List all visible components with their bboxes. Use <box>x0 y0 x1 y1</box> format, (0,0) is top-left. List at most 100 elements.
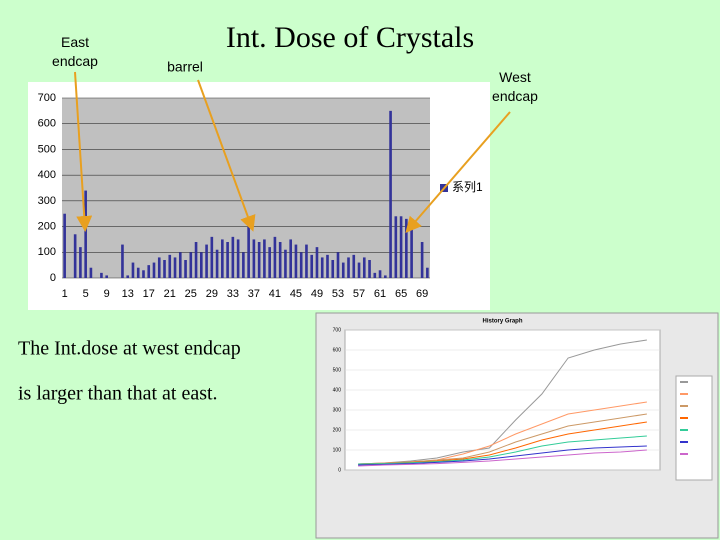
bar <box>326 254 329 278</box>
x-tick-label: 1 <box>62 288 68 300</box>
slide-title: Int. Dose of Crystals <box>226 21 474 54</box>
bar <box>168 254 172 278</box>
x-tick-label: 21 <box>164 288 176 300</box>
bar <box>405 218 408 278</box>
arrow <box>197 79 256 232</box>
charts: 0 100 200 300 400 500 600 700 1 5 9 13 17 21 25 29 33 37 4… <box>38 92 688 473</box>
bar <box>79 247 82 278</box>
x-tick-label: 65 <box>395 288 407 300</box>
bar <box>100 272 103 278</box>
y-tick-label: 700 <box>38 92 56 104</box>
bar <box>157 257 161 278</box>
x-tick-label: 37 <box>248 288 260 300</box>
bar <box>105 275 108 278</box>
bar <box>184 260 187 278</box>
x-tick-label: 13 <box>122 288 134 300</box>
x-tick-label: 57 <box>353 288 365 300</box>
chart-title: History Graph <box>482 319 522 325</box>
x-tick-label: 41 <box>269 288 281 300</box>
y-tick-label: 300 <box>333 407 342 413</box>
bar <box>231 236 235 278</box>
bar <box>389 110 392 278</box>
bar <box>341 262 345 278</box>
bar <box>247 226 250 278</box>
bar <box>368 260 371 278</box>
x-tick-label: 61 <box>374 288 386 300</box>
y-tick-label: 100 <box>333 447 342 453</box>
bar <box>126 275 130 278</box>
bar <box>315 247 319 278</box>
y-tick-label: 700 <box>333 327 342 333</box>
bar <box>410 224 413 278</box>
x-tick-label: 9 <box>104 288 110 300</box>
bar <box>242 252 245 278</box>
y-tick-label: 600 <box>333 347 342 353</box>
bar <box>347 257 350 278</box>
body-text: is larger than that at east. <box>18 383 218 405</box>
bar <box>305 244 308 278</box>
x-tick-label: 29 <box>206 288 218 300</box>
line <box>358 339 647 465</box>
arrow <box>405 111 511 234</box>
bar <box>147 265 151 278</box>
bar <box>142 270 145 278</box>
bar <box>352 254 356 278</box>
arrow <box>74 71 93 232</box>
body-text: The Int.dose at west endcap <box>18 338 241 360</box>
bar <box>215 249 219 278</box>
x-tick-label: 5 <box>83 288 89 300</box>
bar <box>373 272 377 278</box>
bar <box>289 239 292 278</box>
y-tick-label: 100 <box>38 246 56 258</box>
bar <box>426 267 429 278</box>
bar <box>336 252 340 278</box>
bar <box>221 239 224 278</box>
bar <box>320 257 324 278</box>
bar <box>210 236 214 278</box>
bar <box>84 190 87 278</box>
y-tick-label: 400 <box>333 387 342 393</box>
x-tick-label: 45 <box>290 288 302 300</box>
line <box>358 435 647 465</box>
x-tick-label: 17 <box>143 288 155 300</box>
bar <box>163 260 166 278</box>
bar <box>399 216 403 278</box>
bar <box>362 257 366 278</box>
bar <box>299 252 303 278</box>
x-tick-label: 49 <box>311 288 323 300</box>
y-tick-label: 500 <box>38 143 56 155</box>
bar <box>236 239 240 278</box>
legend-box <box>675 375 713 481</box>
bar <box>73 234 77 278</box>
bar <box>273 236 277 278</box>
annotation-box: West endcap <box>492 69 538 104</box>
bar <box>252 239 256 278</box>
bar <box>152 262 156 278</box>
bar <box>310 254 314 278</box>
bar <box>357 262 361 278</box>
x-tick-label: 53 <box>332 288 344 300</box>
x-tick-label: 69 <box>416 288 428 300</box>
y-tick-label: 400 <box>38 169 56 181</box>
legend-label: 系列1 <box>452 180 483 194</box>
bar <box>331 260 335 278</box>
x-tick-label: 25 <box>185 288 197 300</box>
y-tick-label: 200 <box>38 220 56 232</box>
y-tick-label: 500 <box>333 367 342 373</box>
annotation: barrel <box>167 59 203 75</box>
plot-area <box>62 98 430 278</box>
y-tick-label: 0 <box>338 467 341 473</box>
y-tick-label: 300 <box>38 195 56 207</box>
plot-area <box>344 329 661 471</box>
annotation: East endcap <box>52 34 98 69</box>
bar <box>257 242 261 278</box>
bar <box>278 242 282 278</box>
line <box>358 445 647 466</box>
annotation: West endcap <box>492 69 538 104</box>
bar <box>226 242 229 278</box>
bar <box>63 213 66 278</box>
bar <box>136 267 140 278</box>
bar <box>173 257 177 278</box>
line <box>358 449 647 467</box>
